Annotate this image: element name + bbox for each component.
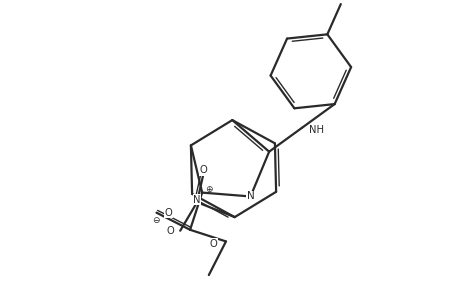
- Text: NH: NH: [308, 125, 323, 135]
- Text: O: O: [209, 239, 217, 249]
- Text: O: O: [199, 165, 207, 176]
- Text: O: O: [167, 226, 174, 236]
- Text: ⊕: ⊕: [204, 185, 212, 194]
- Text: N: N: [193, 195, 201, 205]
- Text: ⊖: ⊖: [152, 216, 160, 225]
- Text: O: O: [164, 208, 172, 218]
- Text: N: N: [246, 191, 254, 202]
